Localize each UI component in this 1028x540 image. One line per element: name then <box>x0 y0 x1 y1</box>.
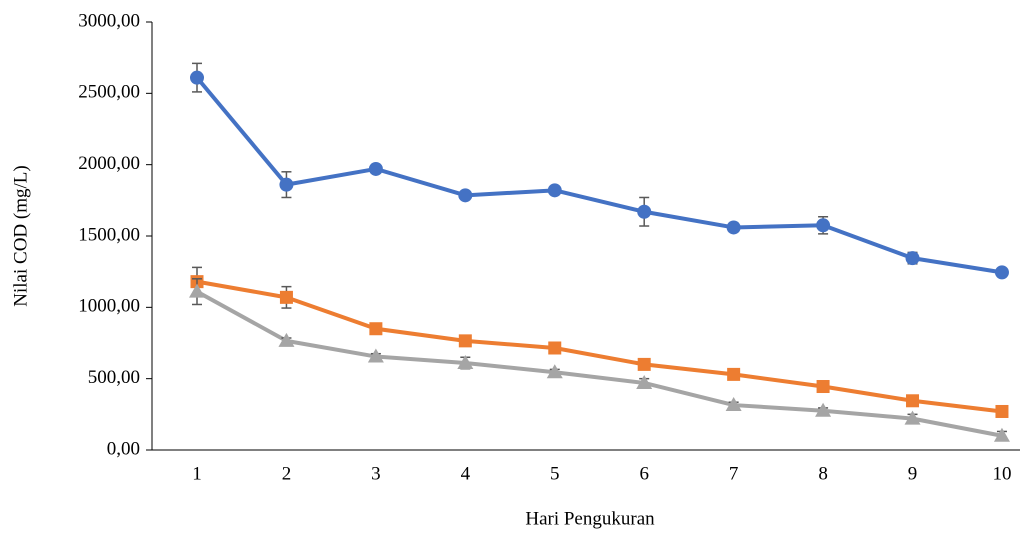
x-axis-title: Hari Pengukuran <box>525 508 655 529</box>
point <box>189 283 205 298</box>
point <box>637 357 651 371</box>
x-tick-label: 1 <box>192 463 202 484</box>
point <box>369 322 383 336</box>
x-tick-label: 8 <box>818 463 828 484</box>
point <box>816 380 830 394</box>
x-tick-label: 10 <box>992 463 1011 484</box>
point <box>995 404 1009 418</box>
point <box>279 177 294 192</box>
point <box>906 394 920 408</box>
series-line <box>196 279 1003 414</box>
point <box>904 410 921 425</box>
point <box>458 188 473 203</box>
point <box>725 397 742 412</box>
point <box>815 402 832 417</box>
point <box>637 204 652 219</box>
point <box>279 290 293 304</box>
point <box>546 364 563 379</box>
y-tick-label: 3000,00 <box>78 10 140 31</box>
y-tick-label: 2500,00 <box>78 82 140 103</box>
point <box>278 332 295 347</box>
y-tick-label: 500,00 <box>88 367 140 388</box>
point <box>816 218 831 233</box>
point <box>993 427 1010 442</box>
point <box>726 220 741 235</box>
y-tick-label: 1500,00 <box>78 224 140 245</box>
y-tick-label: 0,00 <box>107 438 140 459</box>
x-tick-label: 4 <box>461 463 471 484</box>
point <box>548 341 562 355</box>
x-tick-label: 9 <box>908 463 918 484</box>
point <box>458 334 472 348</box>
point <box>727 367 741 381</box>
point <box>547 183 562 198</box>
point <box>368 161 383 176</box>
y-tick-label: 1000,00 <box>78 296 140 317</box>
x-tick-label: 7 <box>729 463 739 484</box>
y-axis-title: Nilai COD (mg/L) <box>10 165 31 306</box>
point <box>636 374 653 389</box>
series-line <box>196 289 1003 438</box>
series-line <box>195 76 1003 275</box>
point <box>994 265 1009 280</box>
x-tick-label: 3 <box>371 463 381 484</box>
point <box>905 251 920 266</box>
x-tick-label: 5 <box>550 463 560 484</box>
x-tick-label: 6 <box>639 463 649 484</box>
point <box>190 70 204 85</box>
point <box>457 354 474 369</box>
x-tick-label: 2 <box>282 463 292 484</box>
y-tick-label: 2000,00 <box>78 153 140 174</box>
point <box>367 348 384 363</box>
